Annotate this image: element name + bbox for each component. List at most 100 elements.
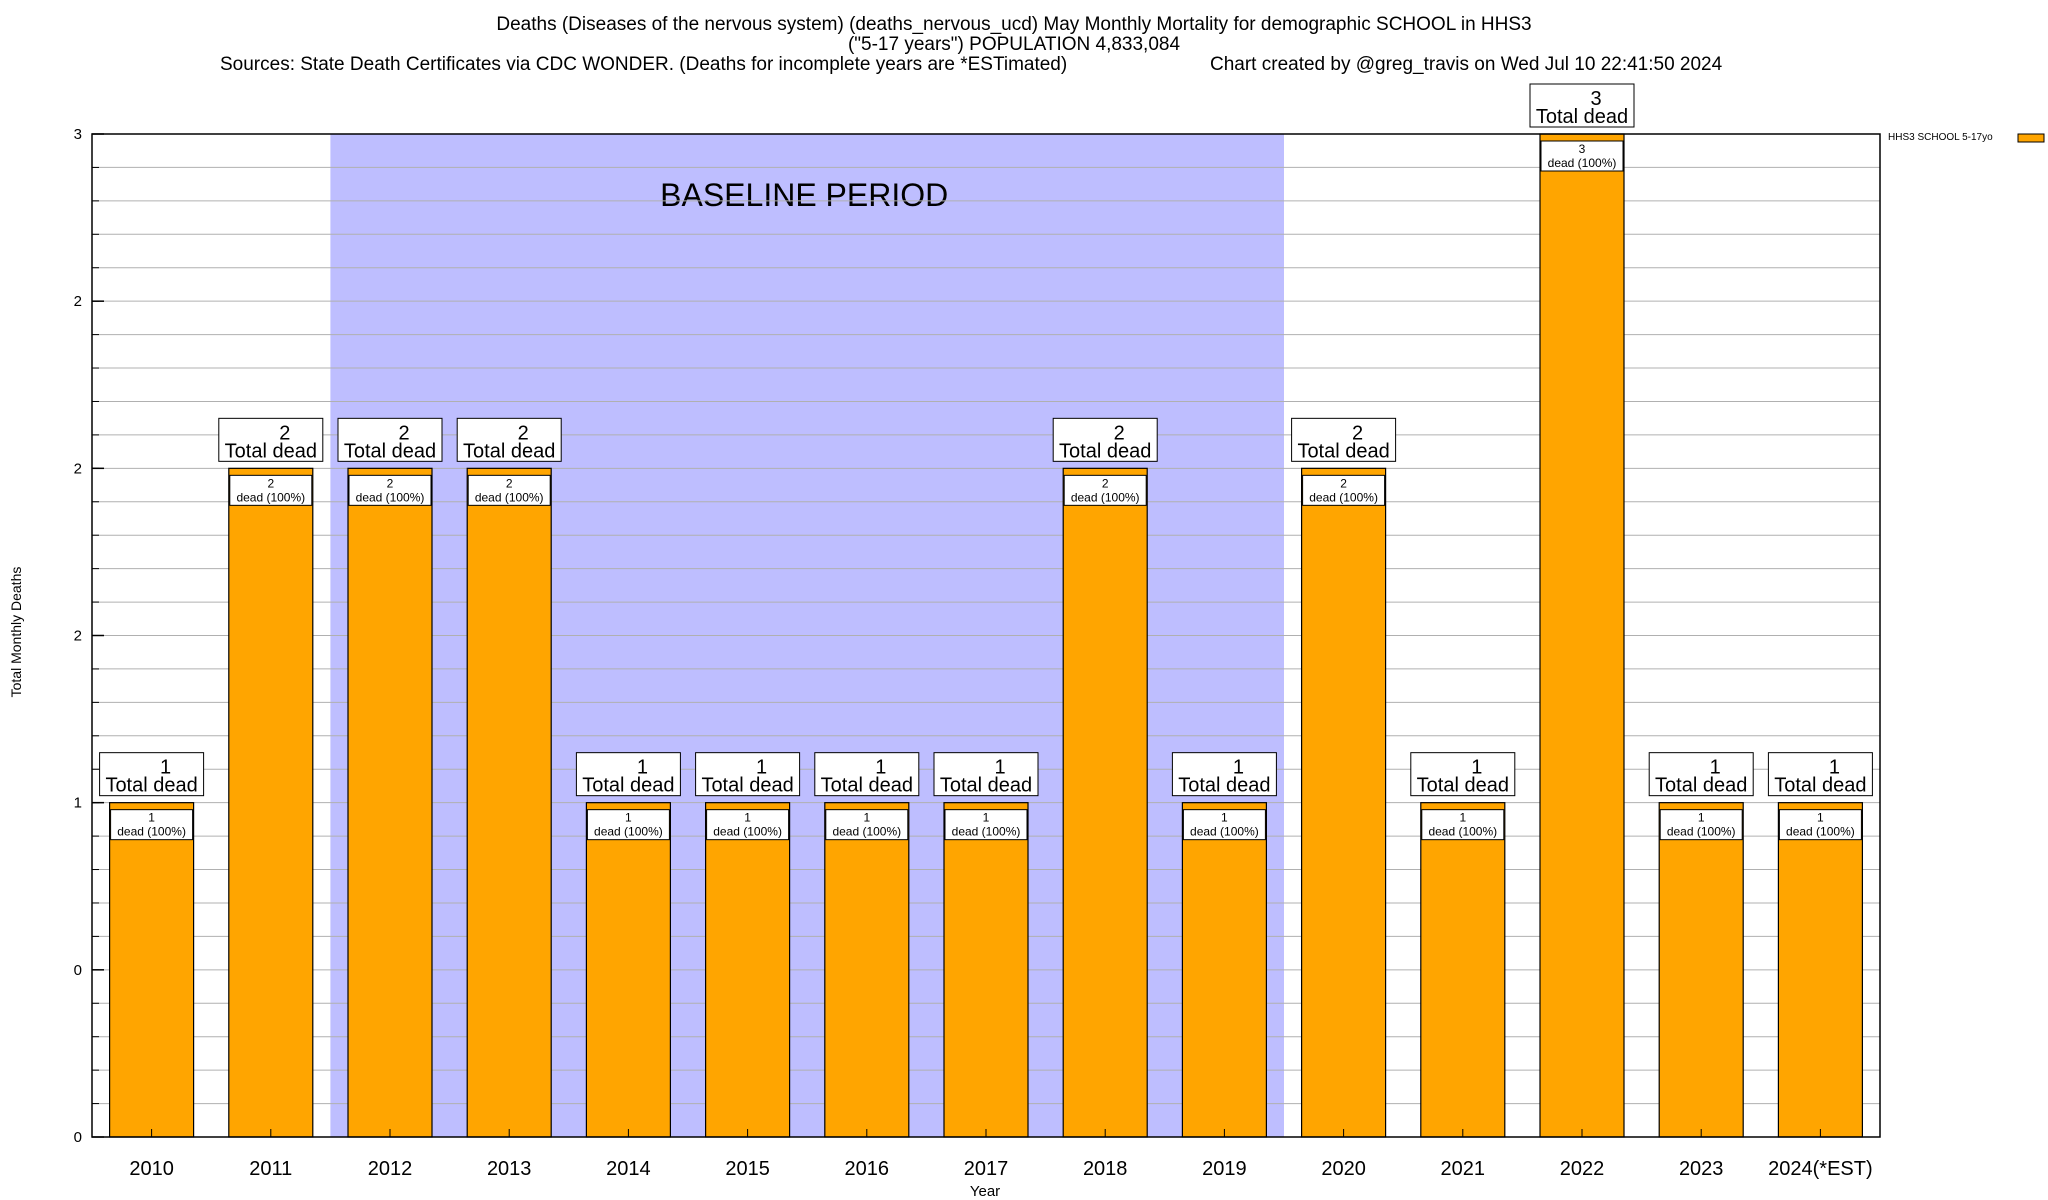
total-label-value: 2 <box>1114 422 1125 444</box>
chart-title-line1: Deaths (Diseases of the nervous system) … <box>496 14 1532 35</box>
y-tick-label: 0 <box>74 962 82 979</box>
total-label-text: Total dead <box>1536 106 1628 128</box>
x-tick-label: 2021 <box>1441 1158 1486 1180</box>
total-label-text: Total dead <box>1417 775 1509 797</box>
bar-inner-label: dead (100%) <box>952 825 1021 839</box>
legend-label: HHS3 SCHOOL 5-17yo <box>1888 132 1993 143</box>
bar <box>824 802 910 1138</box>
total-label-text: Total dead <box>1297 440 1389 462</box>
bar <box>466 467 552 1138</box>
bar-inner-label: dead (100%) <box>1667 825 1736 839</box>
total-label-value: 1 <box>875 757 886 779</box>
bar-inner-value: 2 <box>506 476 513 490</box>
bar <box>1539 133 1625 1138</box>
bar-inner-value: 2 <box>1102 476 1109 490</box>
x-tick-label: 2023 <box>1679 1158 1724 1180</box>
total-label-box <box>695 752 801 797</box>
total-label-text: Total dead <box>940 775 1032 797</box>
bar <box>1181 802 1268 1138</box>
total-label-box <box>218 417 324 462</box>
total-label-value: 2 <box>1352 422 1363 444</box>
x-tick-label: 2024(*EST) <box>1768 1158 1873 1180</box>
x-tick-label: 2022 <box>1560 1158 1605 1180</box>
x-tick-label: 2015 <box>725 1158 770 1180</box>
total-label-value: 1 <box>1471 757 1482 779</box>
total-label-text: Total dead <box>225 440 317 462</box>
x-tick-label: 2014 <box>606 1158 651 1180</box>
bar-inner-label: dead (100%) <box>1190 825 1259 839</box>
bar <box>1658 802 1744 1138</box>
bar-inner-label-box <box>1778 809 1862 841</box>
bar <box>1300 467 1387 1138</box>
total-label-box <box>337 417 443 462</box>
total-label-value: 1 <box>1233 757 1244 779</box>
total-label-value: 2 <box>398 422 409 444</box>
bar <box>347 467 433 1138</box>
total-label-box <box>1171 752 1277 797</box>
bar-inner-value: 3 <box>1579 142 1586 156</box>
bar-inner-label: dead (100%) <box>713 825 782 839</box>
bar-inner-label-box <box>1063 474 1147 506</box>
total-label-text: Total dead <box>1774 775 1866 797</box>
x-tick-label: 2017 <box>964 1158 1009 1180</box>
total-label-text: Total dead <box>344 440 436 462</box>
bar <box>1420 802 1506 1138</box>
bar-inner-label-box <box>1659 809 1743 841</box>
total-label-value: 1 <box>160 757 171 779</box>
bar-inner-label-box <box>229 474 313 506</box>
total-label-text: Total dead <box>582 775 674 797</box>
y-tick-label: 2 <box>74 293 82 310</box>
bar-inner-value: 1 <box>1698 811 1705 825</box>
y-tick-label: 1 <box>74 795 82 812</box>
x-tick-label: 2018 <box>1083 1158 1128 1180</box>
total-label-box <box>1529 83 1635 128</box>
total-label-text: Total dead <box>701 775 793 797</box>
bar-inner-value: 2 <box>387 476 394 490</box>
y-tick-label: 0 <box>74 1129 82 1146</box>
bar-inner-value: 1 <box>863 811 870 825</box>
x-tick-label: 2016 <box>845 1158 890 1180</box>
bar-inner-label: dead (100%) <box>356 490 425 504</box>
total-label-value: 1 <box>637 757 648 779</box>
total-label-value: 2 <box>518 422 529 444</box>
total-label-text: Total dead <box>1059 440 1151 462</box>
bar-inner-value: 2 <box>267 476 274 490</box>
total-label-text: Total dead <box>821 775 913 797</box>
total-label-value: 1 <box>1710 757 1721 779</box>
bar-inner-label-box <box>1540 140 1624 172</box>
total-label-value: 2 <box>279 422 290 444</box>
bar-inner-value: 1 <box>744 811 751 825</box>
bar-inner-value: 1 <box>625 811 632 825</box>
bar-inner-label-box <box>1302 474 1386 506</box>
total-label-value: 3 <box>1590 88 1601 110</box>
bar-inner-label-box <box>944 809 1028 841</box>
y-tick-label: 2 <box>74 628 82 645</box>
bar-inner-value: 1 <box>1817 811 1824 825</box>
bar <box>704 802 791 1138</box>
total-label-box <box>1767 752 1873 797</box>
total-label-text: Total dead <box>1655 775 1747 797</box>
x-axis-label: Year <box>969 1183 1001 1200</box>
total-label-text: Total dead <box>105 775 197 797</box>
total-label-box <box>1052 417 1158 462</box>
bar-inner-label: dead (100%) <box>1428 825 1497 839</box>
x-tick-label: 2010 <box>129 1158 174 1180</box>
bar-inner-label: dead (100%) <box>1071 490 1140 504</box>
x-tick-label: 2020 <box>1321 1158 1366 1180</box>
bar <box>1062 467 1148 1138</box>
chart-credit: Chart created by @greg_travis on Wed Jul… <box>1210 54 1723 75</box>
total-label-box <box>814 752 920 797</box>
total-label-box <box>1410 752 1516 797</box>
bar-inner-label: dead (100%) <box>236 490 305 504</box>
bar-inner-label: dead (100%) <box>1309 490 1378 504</box>
total-label-box <box>456 417 562 462</box>
bar-inner-label-box <box>586 809 670 841</box>
x-tick-label: 2019 <box>1202 1158 1247 1180</box>
total-label-text: Total dead <box>1178 775 1270 797</box>
bar-inner-label: dead (100%) <box>1786 825 1855 839</box>
bar-inner-label: dead (100%) <box>475 490 544 504</box>
bar-inner-label-box <box>706 809 790 841</box>
total-label-box <box>575 752 681 797</box>
bar-inner-value: 1 <box>1459 811 1466 825</box>
bar-inner-label-box <box>825 809 909 841</box>
